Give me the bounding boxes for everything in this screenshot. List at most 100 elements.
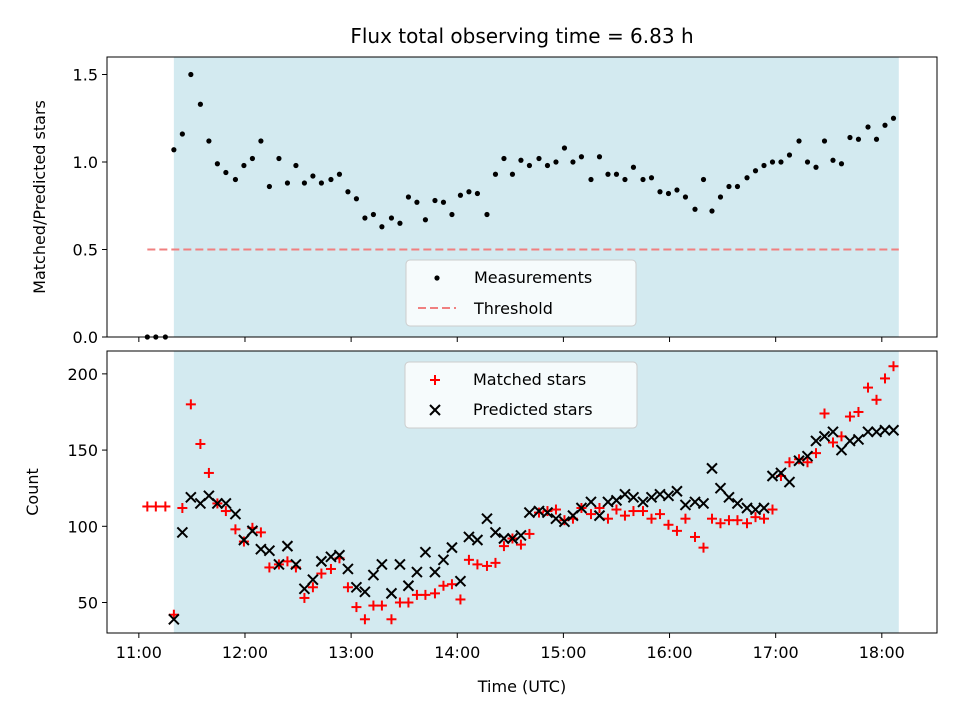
measurement-point <box>838 161 845 167</box>
matched-star-point <box>394 597 405 608</box>
cross-b <box>810 435 822 447</box>
matched-star-point <box>732 515 743 526</box>
matched-star-point <box>307 582 318 593</box>
predicted-star-point <box>498 532 510 545</box>
measurement-point <box>214 161 220 167</box>
y-axis-label: Count <box>23 468 42 516</box>
matched-star-point <box>203 467 214 478</box>
predicted-star-point <box>793 455 805 467</box>
measurement-point <box>821 138 828 144</box>
cross-b <box>793 455 805 467</box>
measurement-point <box>890 115 897 121</box>
measurement-point <box>544 162 551 169</box>
predicted-star-point <box>758 502 770 514</box>
measurement-point <box>682 194 689 200</box>
measurement-point <box>449 211 455 218</box>
matched-star-point <box>715 518 726 529</box>
cross-b <box>593 509 606 522</box>
bottom-panel: 11:00 12:00 13:00 14:00 15:00 16:00 17:00 18:00… <box>23 350 938 662</box>
predicted-star-point <box>810 435 822 447</box>
measurement-point <box>249 155 256 162</box>
matched-star-point <box>515 539 526 550</box>
predicted-star-point <box>671 485 683 497</box>
legend-label-measurements: Measurements <box>474 268 592 287</box>
measurement-point <box>804 159 811 165</box>
cross-b <box>879 424 891 436</box>
cross-b <box>350 581 363 593</box>
predicted-star-point <box>731 497 744 510</box>
predicted-star-point <box>818 430 831 443</box>
measurement-point <box>188 71 194 78</box>
predicted-star-point <box>168 613 180 625</box>
measurement-point <box>301 180 308 186</box>
cross-b <box>645 491 658 504</box>
matched-star-point <box>550 504 561 515</box>
predicted-star-point <box>741 502 753 514</box>
x-tick-label: 13:00 <box>328 643 374 662</box>
matched-star-point <box>403 597 414 608</box>
cross-b <box>307 573 319 586</box>
cross-b <box>506 532 519 545</box>
cross-b <box>454 575 467 587</box>
matched-star-point <box>481 560 492 571</box>
predicted-star-point <box>862 426 874 438</box>
predicted-star-point <box>437 554 450 566</box>
predicted-star-point <box>533 505 545 517</box>
measurement-point <box>518 157 524 163</box>
matched-star-point <box>628 506 639 517</box>
predicted-star-point <box>176 526 189 539</box>
cross-b <box>550 512 562 525</box>
y-tick-label: 0.0 <box>73 328 98 347</box>
matched-star-point <box>177 503 188 514</box>
matched-star-point <box>758 513 769 524</box>
predicted-star-point <box>290 558 302 571</box>
cross-b <box>827 426 839 438</box>
measurement-point <box>744 175 750 181</box>
matched-star-point <box>888 361 899 372</box>
cross-b <box>463 531 475 543</box>
legend-marker-matched <box>430 375 440 385</box>
measurement-point <box>492 171 499 177</box>
legend-marker-predicted <box>429 404 441 416</box>
x-tick-label: 12:00 <box>222 643 268 662</box>
measurement-point <box>484 211 490 218</box>
y-tick-label: 50 <box>78 594 98 613</box>
cross-b <box>437 554 450 566</box>
measurement-point <box>588 176 594 183</box>
measurement-point <box>536 155 542 162</box>
y-tick-label: 200 <box>67 365 98 384</box>
matched-star-point <box>663 519 674 530</box>
y-axis-label: Matched/Predicted stars <box>30 100 49 294</box>
cross-b <box>654 488 666 500</box>
predicted-star-point <box>550 512 562 525</box>
predicted-star-point <box>325 551 337 563</box>
predicted-star-point <box>679 499 692 511</box>
x-tick-label: 11:00 <box>116 643 162 662</box>
measurement-point <box>700 176 707 183</box>
cross-b <box>602 496 614 508</box>
cross-b <box>429 404 441 416</box>
predicted-star-point <box>585 496 597 508</box>
cross-b <box>315 555 328 568</box>
measurement-point <box>241 162 247 169</box>
measurement-point <box>501 155 507 162</box>
cross-b <box>679 499 692 511</box>
cross-b <box>376 558 388 571</box>
measurement-point <box>830 157 836 163</box>
predicted-star-point <box>246 525 259 537</box>
measurement-point <box>674 187 680 193</box>
predicted-star-point <box>367 569 380 581</box>
measurement-point <box>276 155 282 162</box>
cross-b <box>168 613 180 625</box>
cross-b <box>411 566 423 578</box>
cross-b <box>887 424 900 436</box>
matched-star-point <box>654 509 665 520</box>
measurement-point <box>709 208 715 214</box>
matched-star-point <box>637 506 648 517</box>
matched-star-point <box>429 588 440 599</box>
predicted-star-point <box>385 587 398 600</box>
cross-b <box>558 516 571 528</box>
measurement-point <box>657 189 663 195</box>
measurement-point <box>258 138 264 144</box>
cross-b <box>298 583 311 595</box>
